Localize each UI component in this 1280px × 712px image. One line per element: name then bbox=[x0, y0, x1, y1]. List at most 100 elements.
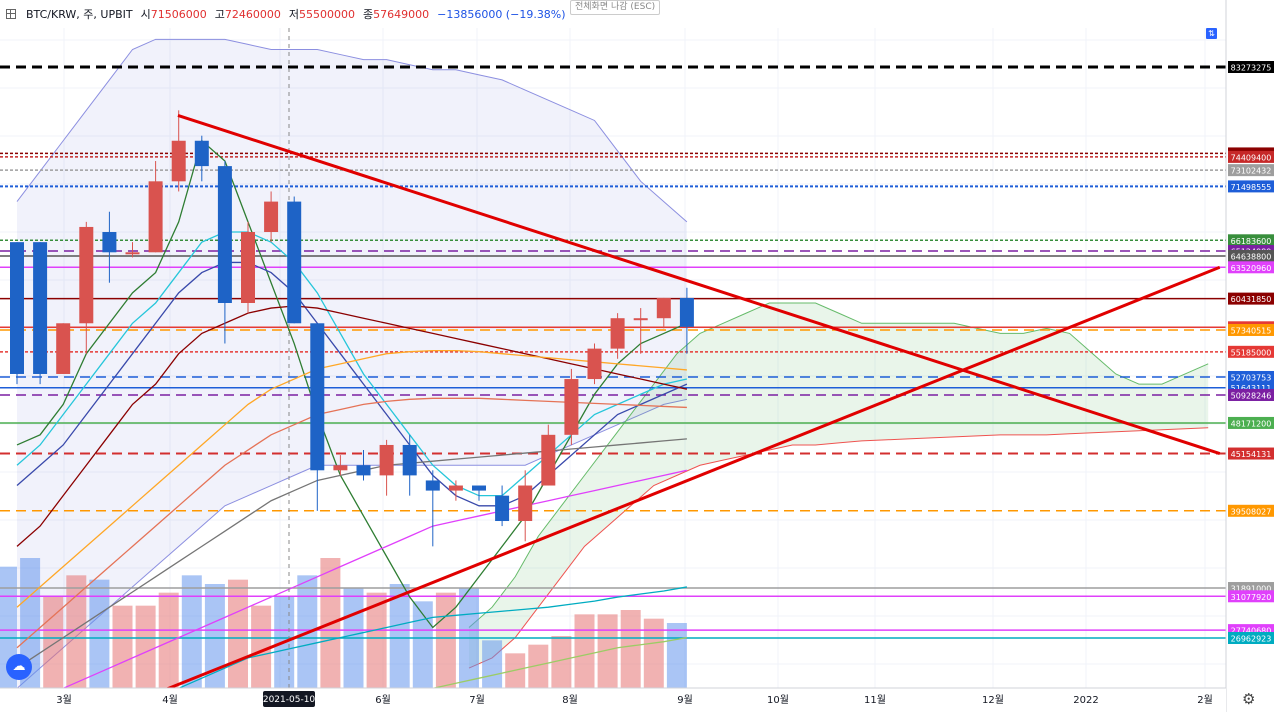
candle-body bbox=[379, 444, 394, 476]
trendline bbox=[117, 265, 1221, 710]
bollinger-upper bbox=[16, 38, 688, 223]
time-axis-tick-label: 4월 bbox=[162, 694, 178, 706]
volume-bar bbox=[482, 640, 503, 688]
change-value: −13856000 (−19.38%) bbox=[437, 7, 566, 21]
price-axis-label: 71498555 bbox=[1231, 183, 1272, 192]
gear-icon[interactable]: ⚙ bbox=[1242, 690, 1256, 708]
close-value: 57649000 bbox=[373, 7, 430, 21]
price-axis-label: 50928246 bbox=[1231, 391, 1272, 400]
exit-fullscreen-button[interactable]: 전체화면 나감 (ESC) bbox=[570, 0, 661, 15]
candle-body bbox=[448, 485, 463, 491]
candle-body bbox=[264, 201, 279, 233]
price-axis-badge bbox=[1228, 416, 1274, 429]
close-label: 종 bbox=[362, 8, 374, 21]
moving-average-line bbox=[16, 261, 688, 507]
ichimoku-span-b bbox=[468, 427, 1209, 669]
time-axis-tick-label: 12월 bbox=[982, 694, 1004, 706]
volume-bar bbox=[66, 575, 87, 688]
price-axis-label: 83273275 bbox=[1231, 64, 1272, 73]
candle-body bbox=[656, 297, 671, 319]
trendline bbox=[177, 113, 1221, 455]
low-label: 저 bbox=[288, 8, 299, 21]
price-axis-label: 66183600 bbox=[1231, 237, 1272, 246]
volume-bar bbox=[204, 584, 225, 688]
time-axis-tick-label: 9월 bbox=[677, 694, 693, 706]
volume-bar bbox=[620, 610, 641, 688]
price-axis-label: 45154131 bbox=[1231, 450, 1272, 459]
candle-body bbox=[310, 323, 325, 471]
price-axis-badge bbox=[1228, 292, 1274, 305]
price-axis-label: 39508027 bbox=[1231, 507, 1272, 516]
candle-body bbox=[33, 242, 48, 374]
price-axis-badge bbox=[1228, 447, 1274, 460]
candle-body bbox=[402, 444, 417, 476]
candle-body bbox=[148, 181, 163, 253]
candle-body bbox=[356, 465, 371, 476]
volume-bar bbox=[666, 623, 687, 688]
candle-body bbox=[10, 242, 24, 374]
moving-average-line bbox=[132, 586, 688, 710]
tradingview-logo-icon[interactable]: ☁ bbox=[6, 654, 32, 680]
moving-average-line bbox=[16, 469, 688, 710]
open-value: 71506000 bbox=[150, 7, 207, 21]
volume-bar bbox=[112, 605, 133, 688]
volume-bar bbox=[435, 592, 456, 688]
chart-header: BTC/KRW, 주, UPBIT 시 71506000 고 72460000 … bbox=[6, 3, 566, 25]
volume-bar bbox=[551, 636, 572, 688]
time-axis-tick-label: 6월 bbox=[375, 694, 391, 706]
candle-body bbox=[587, 348, 602, 380]
symbol-label[interactable]: BTC/KRW, 주, UPBIT bbox=[26, 8, 133, 21]
crosshair-date-label: 2021-05-10 bbox=[263, 695, 316, 705]
low-value: 55500000 bbox=[298, 7, 355, 21]
price-axis-badge bbox=[1228, 370, 1274, 383]
price-axis-badge bbox=[1228, 261, 1274, 274]
price-axis-badge bbox=[1228, 388, 1274, 401]
price-axis-badge bbox=[1228, 590, 1274, 603]
price-axis-label: 27740680 bbox=[1231, 627, 1272, 636]
candle-body bbox=[610, 318, 625, 349]
time-axis-tick-label: 7월 bbox=[469, 694, 485, 706]
price-axis-badge bbox=[1228, 504, 1274, 517]
ichimoku-span-a bbox=[468, 302, 1209, 628]
candle-body bbox=[217, 166, 232, 303]
candle-body bbox=[79, 226, 94, 324]
volume-bar bbox=[89, 579, 110, 688]
volume-bar bbox=[135, 605, 156, 688]
scale-toggle-icon[interactable]: ⇅ bbox=[1206, 28, 1217, 39]
price-axis-label: 26962923 bbox=[1231, 635, 1272, 644]
candle-body bbox=[495, 495, 510, 522]
price-axis-label: 73102432 bbox=[1231, 167, 1272, 176]
volume-bar bbox=[574, 614, 595, 688]
price-axis-badge bbox=[1228, 632, 1274, 644]
candle-body bbox=[287, 201, 302, 324]
volume-bar bbox=[643, 618, 664, 688]
price-axis-label: 31077920 bbox=[1231, 593, 1272, 602]
moving-average-line bbox=[16, 350, 687, 608]
volume-bar bbox=[412, 601, 433, 688]
candle-body bbox=[633, 318, 648, 321]
moving-average-line bbox=[16, 438, 687, 669]
price-axis-label: 31891000 bbox=[1231, 585, 1272, 594]
time-axis-tick-label: 3월 bbox=[56, 694, 72, 706]
candle-body bbox=[425, 480, 440, 491]
time-axis-tick-label: 2월 bbox=[1197, 694, 1213, 706]
price-axis-badge bbox=[1228, 249, 1274, 262]
candle-body bbox=[194, 140, 209, 167]
time-axis-tick-label: 8월 bbox=[562, 694, 578, 706]
time-axis bbox=[0, 688, 1226, 712]
candle-body bbox=[541, 434, 556, 486]
price-axis-label: 74409400 bbox=[1231, 153, 1272, 162]
price-axis-label: 55185000 bbox=[1231, 348, 1272, 357]
time-axis-tick-label: 10월 bbox=[767, 694, 789, 706]
open-label: 시 bbox=[140, 8, 151, 21]
volume-bar bbox=[597, 614, 618, 688]
volume-bar bbox=[528, 644, 549, 688]
ichimoku-cloud bbox=[469, 302, 1209, 669]
volume-bar bbox=[366, 592, 387, 688]
candle-body bbox=[241, 232, 255, 303]
candle-body bbox=[56, 323, 71, 374]
moving-average-line bbox=[16, 305, 688, 547]
price-axis-badge bbox=[1228, 323, 1274, 336]
menu-icon[interactable] bbox=[6, 9, 16, 19]
